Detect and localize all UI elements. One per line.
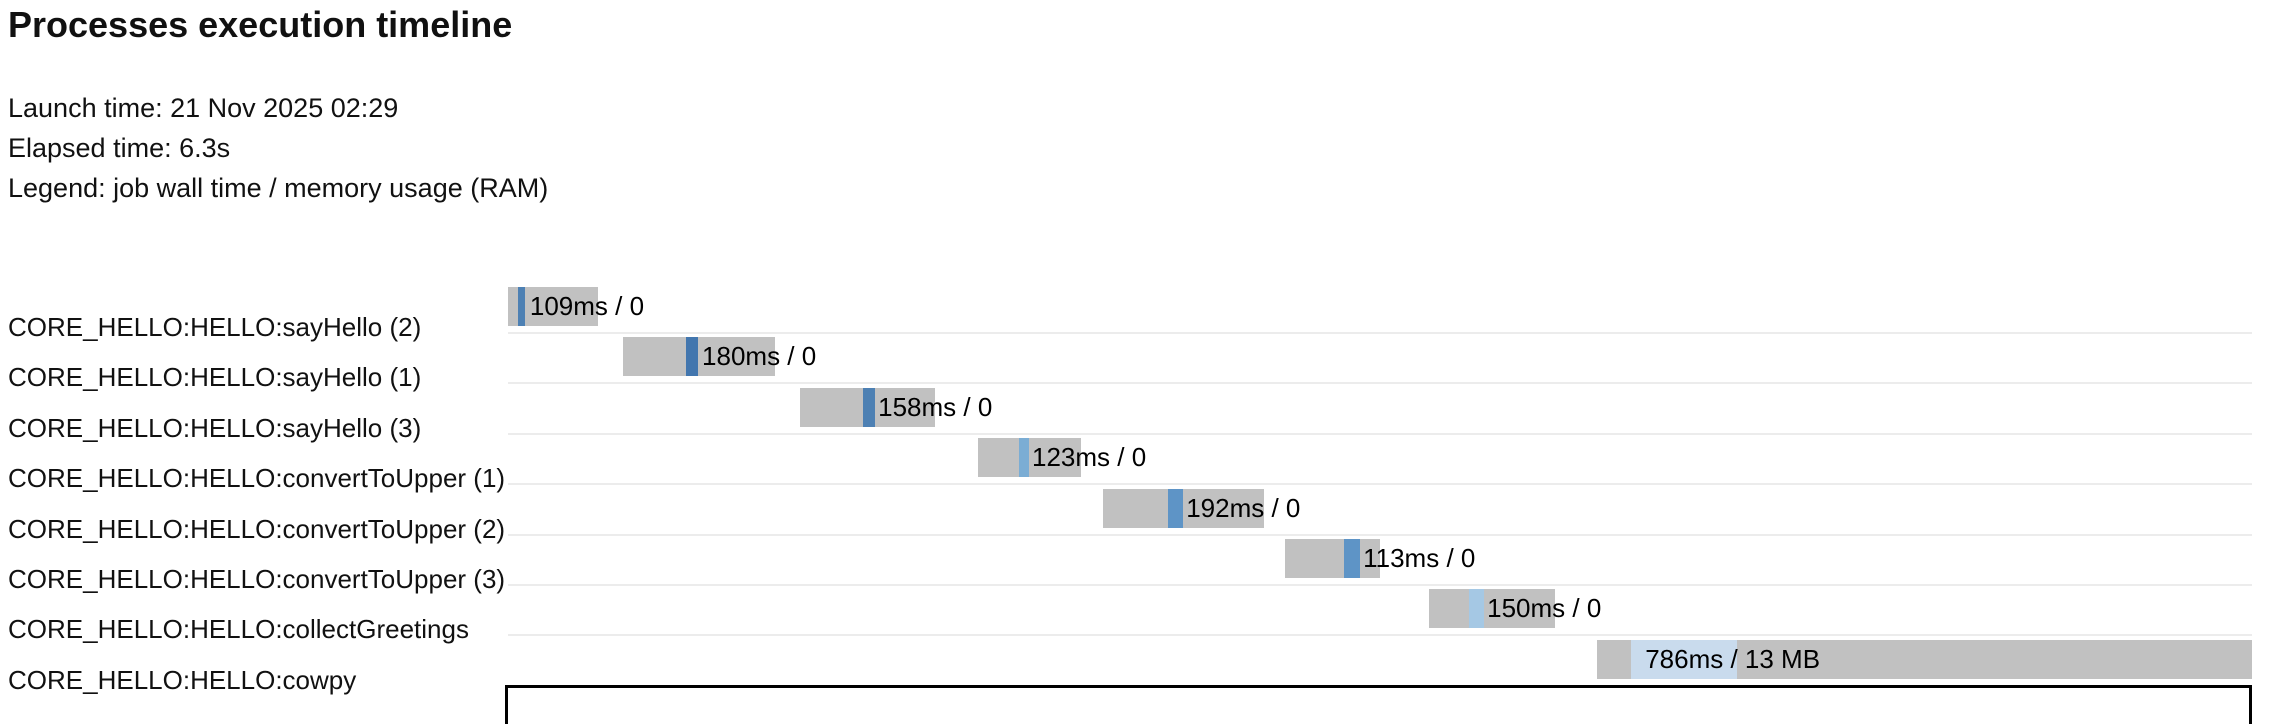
process-label: CORE_HELLO:HELLO:sayHello (3) xyxy=(8,412,422,443)
job-stats-label: 113ms / 0 xyxy=(1363,543,1476,573)
job-run-segment xyxy=(1168,488,1184,528)
row-separator-line xyxy=(508,533,2252,536)
job-run-segment xyxy=(1344,539,1361,578)
row-separator-line xyxy=(508,382,2252,385)
job-stats-label: 158ms / 0 xyxy=(878,391,993,422)
row-separator-line xyxy=(508,634,2252,637)
job-run-segment xyxy=(685,337,698,377)
process-label: CORE_HELLO:HELLO:convertToUpper (1) xyxy=(8,463,506,494)
job-bar xyxy=(1285,539,1380,578)
row-separator-line xyxy=(508,584,2252,586)
process-label: CORE_HELLO:HELLO:collectGreetings xyxy=(8,614,469,645)
job-bar xyxy=(1103,488,1264,528)
job-run-segment xyxy=(863,387,876,427)
job-stats-label: 150ms / 0 xyxy=(1487,593,1602,624)
process-label: CORE_HELLO:HELLO:cowpy xyxy=(8,664,357,695)
clipped-bottom-frame xyxy=(505,685,2252,724)
process-label: CORE_HELLO:HELLO:sayHello (2) xyxy=(8,312,422,342)
job-bar xyxy=(978,438,1082,478)
process-label: CORE_HELLO:HELLO:convertToUpper (3) xyxy=(8,564,506,594)
launch-time-line: Launch time: 21 Nov 2025 02:29 xyxy=(8,93,399,123)
job-bar xyxy=(800,387,936,427)
job-bar xyxy=(508,287,598,326)
elapsed-time-line: Elapsed time: 6.3s xyxy=(8,133,231,163)
job-stats-label: 109ms / 0 xyxy=(529,291,645,321)
report-meta: Launch time: 21 Nov 2025 02:29 Elapsed t… xyxy=(8,88,548,208)
row-separator-line xyxy=(508,332,2252,334)
job-stats-label: 192ms / 0 xyxy=(1186,492,1301,523)
row-separator-line xyxy=(508,483,2252,486)
job-run-segment xyxy=(1631,639,1738,679)
job-run-segment xyxy=(1019,438,1029,478)
job-stats-label: 786ms / 13 MB xyxy=(1645,643,1821,674)
job-bar xyxy=(1597,639,2252,679)
row-separator-line xyxy=(508,432,2252,435)
legend-line: Legend: job wall time / memory usage (RA… xyxy=(8,173,549,203)
job-run-segment xyxy=(517,287,525,326)
job-run-segment xyxy=(1469,589,1485,629)
page-title: Processes execution timeline xyxy=(8,4,513,45)
process-label: CORE_HELLO:HELLO:convertToUpper (2) xyxy=(8,513,506,544)
job-bar xyxy=(622,337,776,377)
process-label: CORE_HELLO:HELLO:sayHello (1) xyxy=(8,362,422,393)
job-stats-label: 180ms / 0 xyxy=(702,341,817,372)
job-stats-label: 123ms / 0 xyxy=(1032,442,1147,473)
job-bar xyxy=(1429,589,1556,629)
